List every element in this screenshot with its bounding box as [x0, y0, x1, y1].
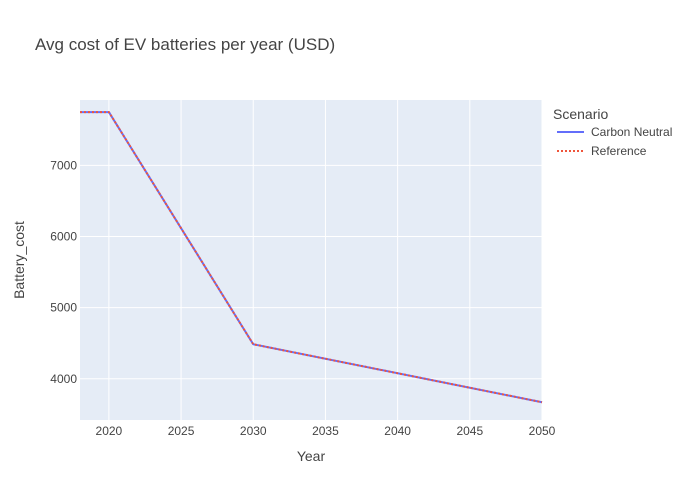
legend[interactable]: Scenario Carbon Neutral Reference: [553, 106, 672, 158]
x-tick-label: 2035: [312, 424, 339, 438]
x-tick-label: 2020: [96, 424, 123, 438]
x-tick-label: 2025: [168, 424, 195, 438]
y-tick-label: 7000: [50, 158, 77, 172]
chart-title: Avg cost of EV batteries per year (USD): [35, 35, 335, 54]
x-tick-label: 2050: [529, 424, 556, 438]
plot-area: [80, 100, 542, 420]
x-axis-ticks: 2020 2025 2030 2035 2040 2045 2050: [96, 424, 556, 438]
y-axis-title: Battery_cost: [11, 221, 27, 299]
legend-title: Scenario: [553, 106, 608, 122]
x-tick-label: 2030: [240, 424, 267, 438]
y-tick-label: 5000: [50, 301, 77, 315]
gridlines: [80, 100, 543, 420]
x-tick-label: 2040: [384, 424, 411, 438]
y-axis-ticks: 4000 5000 6000 7000: [50, 158, 77, 385]
y-tick-label: 4000: [50, 372, 77, 386]
x-tick-label: 2045: [456, 424, 483, 438]
series-lines: [80, 111, 543, 404]
series-line-reference: [80, 111, 543, 404]
x-axis-title: Year: [297, 448, 326, 464]
legend-item-label[interactable]: Reference: [591, 144, 647, 158]
y-tick-label: 6000: [50, 230, 77, 244]
legend-item-label[interactable]: Carbon Neutral: [591, 125, 672, 139]
